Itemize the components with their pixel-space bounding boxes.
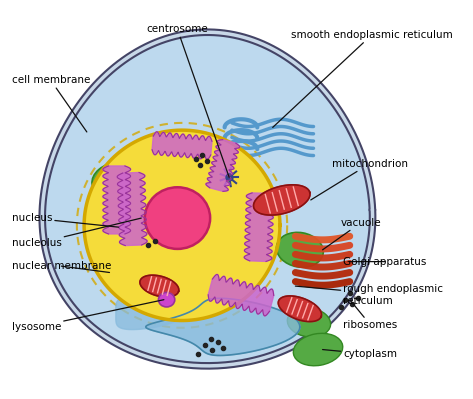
Text: smooth endoplasmic reticulum: smooth endoplasmic reticulum xyxy=(273,30,453,127)
Text: mitochondrion: mitochondrion xyxy=(311,159,408,200)
Polygon shape xyxy=(206,140,240,192)
Text: vacuole: vacuole xyxy=(323,217,381,250)
Text: cytoplasm: cytoplasm xyxy=(323,349,397,359)
Text: rough endoplasmic
reticulum: rough endoplasmic reticulum xyxy=(295,284,443,306)
Text: Golgi apparatus: Golgi apparatus xyxy=(343,257,427,267)
Polygon shape xyxy=(116,297,185,330)
Polygon shape xyxy=(278,296,322,322)
Polygon shape xyxy=(140,275,179,297)
Text: centrosome: centrosome xyxy=(147,24,229,177)
Ellipse shape xyxy=(158,292,175,307)
Text: ribosomes: ribosomes xyxy=(343,300,398,330)
Ellipse shape xyxy=(293,333,343,366)
Polygon shape xyxy=(208,275,274,316)
Text: nuclear membrane: nuclear membrane xyxy=(11,261,111,273)
Polygon shape xyxy=(244,193,274,261)
Polygon shape xyxy=(146,298,300,356)
Text: cell membrane: cell membrane xyxy=(11,75,90,132)
Text: lysosome: lysosome xyxy=(11,300,164,332)
Polygon shape xyxy=(254,185,310,215)
Polygon shape xyxy=(103,166,131,234)
Ellipse shape xyxy=(92,161,150,200)
Ellipse shape xyxy=(287,308,331,337)
Polygon shape xyxy=(42,32,373,366)
Polygon shape xyxy=(84,130,280,320)
Text: nucleus: nucleus xyxy=(11,213,119,227)
Ellipse shape xyxy=(145,187,210,249)
Text: nucleolus: nucleolus xyxy=(11,218,141,249)
Ellipse shape xyxy=(277,232,324,267)
Polygon shape xyxy=(117,172,147,245)
Polygon shape xyxy=(152,132,212,159)
